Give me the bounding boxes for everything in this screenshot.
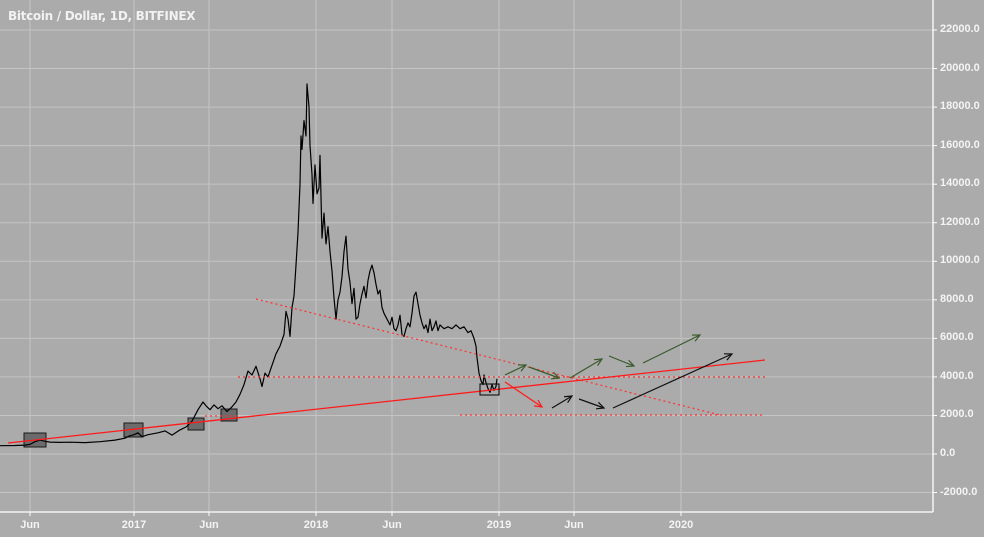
price-line <box>0 83 498 447</box>
x-tick-label: Jun <box>382 519 402 531</box>
support-trendline <box>7 359 766 444</box>
current-low-box <box>479 383 500 396</box>
green-arrow-up-head <box>593 358 604 367</box>
y-tick-label: 14000.0 <box>940 177 980 190</box>
green-arrow-up <box>569 358 603 379</box>
y-tick-label: 22000.0 <box>940 23 980 35</box>
y-tick-label: 8000.0 <box>940 292 974 305</box>
y-tick-label: 20000.0 <box>940 61 980 74</box>
black-arrow-down-head <box>595 401 606 410</box>
black-arrow-up-head <box>563 395 574 404</box>
drawings-under <box>23 408 238 448</box>
x-tick-label: 2019 <box>486 519 512 531</box>
axis-ticks <box>29 29 937 516</box>
dotted-downtrend-line <box>255 298 721 416</box>
x-tick-label: Jun <box>199 519 219 531</box>
red-arrow-down <box>504 381 543 408</box>
red-arrow-down-head <box>533 399 544 408</box>
green-arrow-up-head <box>517 364 528 372</box>
y-tick-label: 18000.0 <box>940 100 980 113</box>
chart-title: Bitcoin / Dollar, 1D, BITFINEX <box>8 9 196 23</box>
x-tick-label: Jun <box>564 519 584 531</box>
y-tick-label: 0.0 <box>940 447 956 459</box>
black-arrow-up <box>612 353 733 409</box>
x-tick-label: 2020 <box>668 519 694 531</box>
y-tick-label: -2000.0 <box>940 485 978 498</box>
x-tick-label: Jun <box>20 519 40 531</box>
green-arrow-down-head <box>625 359 636 368</box>
y-tick-label: 12000.0 <box>940 215 980 228</box>
green-arrow-up <box>504 364 527 376</box>
y-tick-label: 6000.0 <box>940 331 974 344</box>
x-tick-label: 2018 <box>303 519 329 531</box>
green-arrow-up-head <box>691 334 702 342</box>
green-arrow-down-head <box>550 371 561 380</box>
black-arrow-down <box>578 398 605 409</box>
gridlines <box>0 0 933 512</box>
y-tick-label: 2000.0 <box>940 408 974 421</box>
support-box <box>187 417 205 431</box>
y-tick-label: 10000.0 <box>940 254 980 267</box>
y-tick-label: 16000.0 <box>940 138 980 151</box>
green-arrow-up <box>642 334 701 364</box>
black-arrow-up <box>551 395 573 409</box>
x-tick-label: 2017 <box>121 519 147 531</box>
drawings-over <box>7 298 768 444</box>
green-arrow-down <box>528 366 560 379</box>
y-tick-label: 4000.0 <box>940 369 974 382</box>
green-arrow-down <box>608 355 635 367</box>
black-arrow-up-head <box>723 353 734 361</box>
